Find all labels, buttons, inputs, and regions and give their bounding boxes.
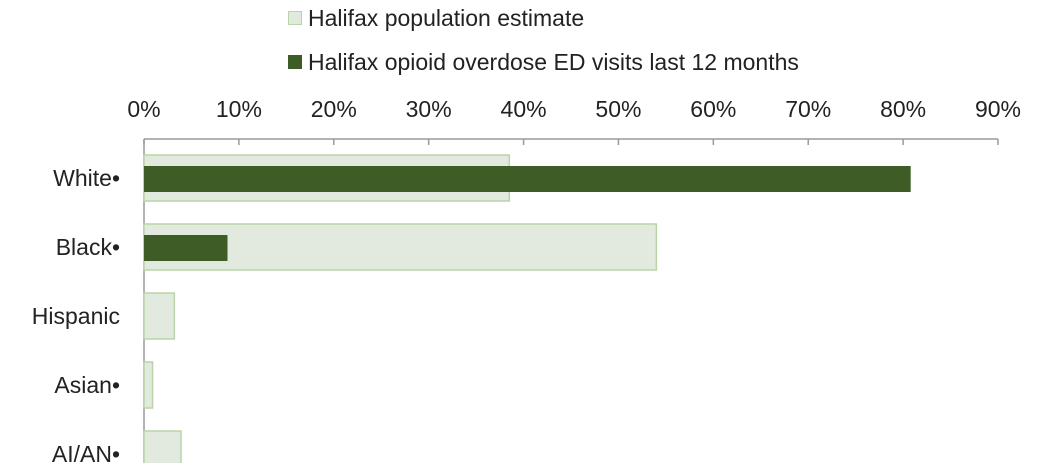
legend-label-population: Halifax population estimate — [308, 4, 585, 31]
x-tick-label: 60% — [690, 96, 736, 122]
x-tick-label: 0% — [127, 96, 160, 122]
legend-swatch-population — [288, 11, 302, 25]
bar-ed-visits — [144, 166, 911, 192]
y-category-label: Asian• — [54, 372, 120, 398]
legend-item-population: Halifax population estimate — [288, 3, 799, 33]
y-category-label: White• — [53, 165, 120, 191]
x-tick-label: 80% — [880, 96, 926, 122]
y-category-label: AI/AN• — [52, 441, 120, 463]
y-category-label: Hispanic — [32, 303, 120, 329]
bar-ed-visits — [144, 235, 228, 261]
bar-population — [143, 292, 176, 340]
bar-population — [143, 361, 154, 409]
legend-item-ed-visits: Halifax opioid overdose ED visits last 1… — [288, 47, 799, 77]
x-tick-label: 40% — [501, 96, 547, 122]
x-tick-label: 30% — [406, 96, 452, 122]
bar-population — [143, 430, 182, 463]
legend-swatch-ed-visits — [288, 55, 302, 69]
x-tick-label: 20% — [311, 96, 357, 122]
x-tick-label: 70% — [785, 96, 831, 122]
x-tick-label: 90% — [975, 96, 1021, 122]
x-tick-label: 10% — [216, 96, 262, 122]
x-tick-label: 50% — [595, 96, 641, 122]
legend-label-ed-visits: Halifax opioid overdose ED visits last 1… — [308, 48, 799, 75]
chart-legend: Halifax population estimate Halifax opio… — [288, 3, 799, 91]
y-category-label: Black• — [56, 234, 120, 260]
